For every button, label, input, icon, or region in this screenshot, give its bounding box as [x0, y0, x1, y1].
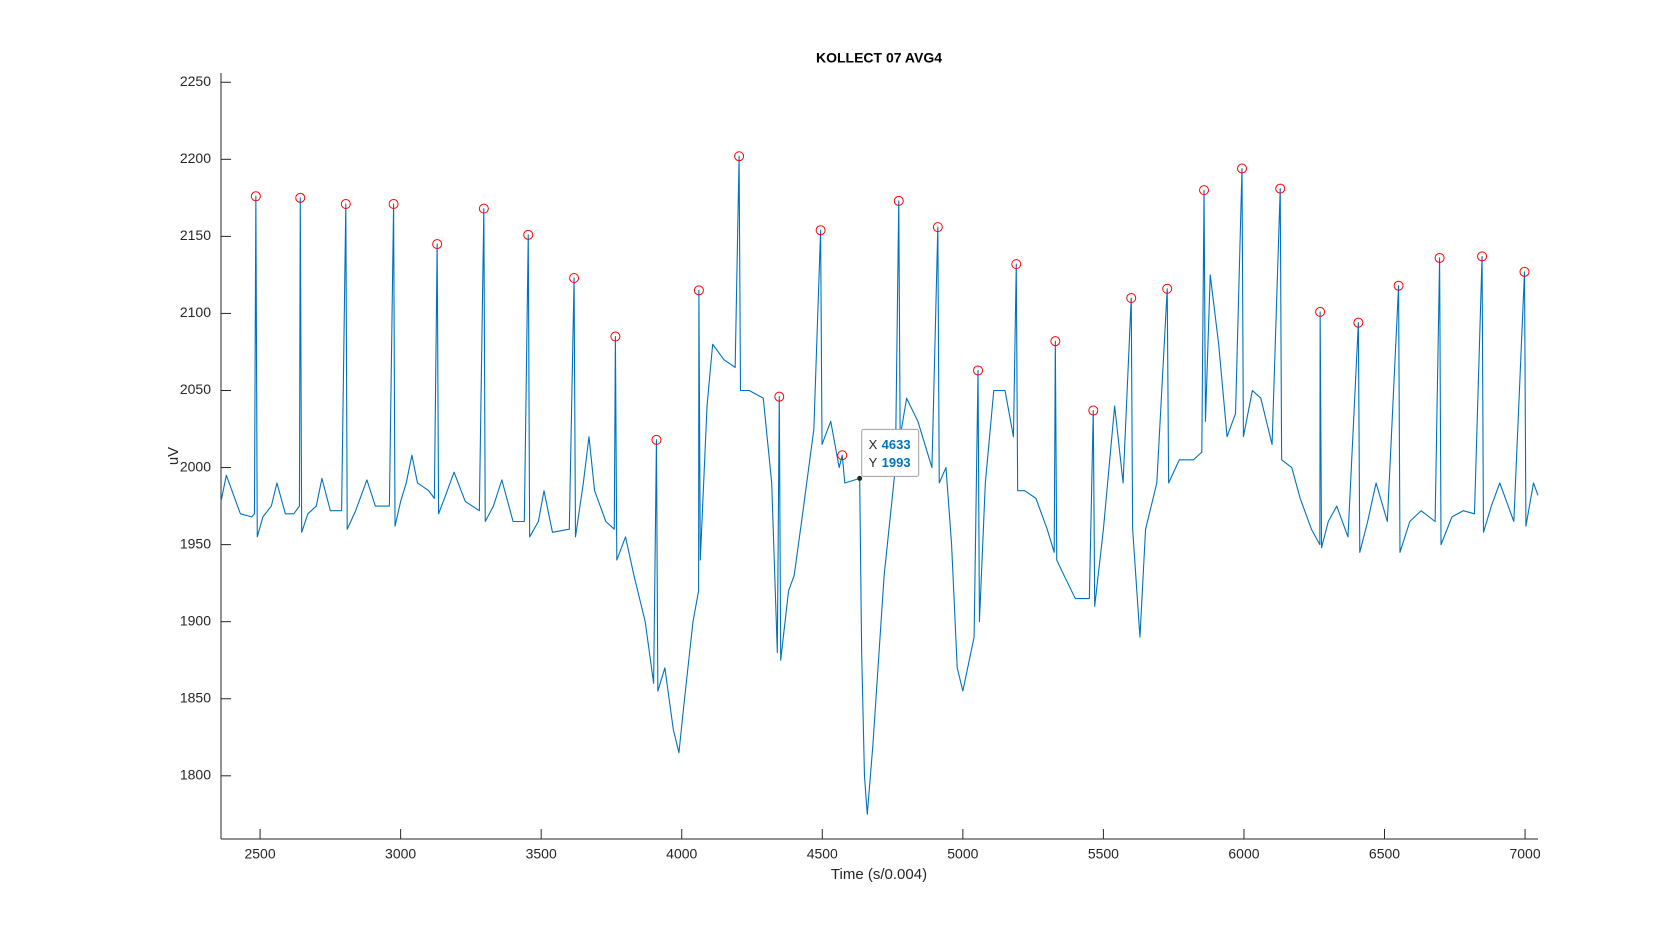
peak-marker [1477, 251, 1488, 262]
peak-marker [651, 434, 662, 445]
y-tick-label: 2200 [180, 150, 211, 166]
x-tick-label: 6000 [1228, 846, 1259, 862]
y-tick-label: 2150 [180, 227, 211, 243]
peak-marker [432, 239, 443, 250]
x-tick-label: 5000 [947, 846, 978, 862]
peak-marker [1393, 280, 1404, 291]
peak-marker [1011, 259, 1022, 270]
y-tick-label: 1900 [180, 612, 211, 628]
x-tick-label: 4000 [666, 846, 697, 862]
peak-marker [1353, 317, 1364, 328]
peak-marker [893, 195, 904, 206]
datatip-box [861, 428, 920, 477]
x-tick-label: 3500 [526, 846, 557, 862]
peak-marker [693, 285, 704, 296]
x-tick-label: 4500 [807, 846, 838, 862]
peak-marker [1126, 293, 1137, 304]
peak-marker [610, 331, 621, 342]
peak-marker [1088, 405, 1099, 416]
x-tick-label: 7000 [1509, 846, 1540, 862]
datatip-x-value: 4633 [882, 437, 911, 452]
y-tick-label: 1950 [180, 535, 211, 551]
peak-marker [388, 199, 399, 210]
signal-line [220, 155, 1539, 815]
x-tick-label: 3000 [385, 846, 416, 862]
y-tick-label: 2050 [180, 381, 211, 397]
peak-marker [774, 391, 785, 402]
peak-marker [295, 192, 306, 203]
peak-marker [523, 229, 534, 240]
peak-marker [340, 199, 351, 210]
peak-marker [478, 203, 489, 214]
datatip-point [857, 475, 863, 481]
x-tick-label: 2500 [244, 846, 275, 862]
peak-marker [1236, 163, 1247, 174]
peak-marker [1050, 336, 1061, 347]
x-tick-label: 6500 [1369, 846, 1400, 862]
y-tick-label: 2000 [180, 458, 211, 474]
y-tick-label: 1800 [180, 767, 211, 783]
x-axis-label: Time (s/0.004) [831, 866, 927, 883]
peak-marker [815, 225, 826, 236]
y-axis-label: uV [165, 447, 182, 465]
peak-marker [250, 191, 261, 202]
y-tick-label: 2100 [180, 304, 211, 320]
peak-marker [1199, 185, 1210, 196]
datatip-x-label: X [869, 437, 878, 452]
x-tick-label: 5500 [1088, 846, 1119, 862]
peak-marker [1519, 266, 1530, 277]
y-tick-label: 1850 [180, 689, 211, 705]
peak-marker [1275, 183, 1286, 194]
peak-marker [973, 365, 984, 376]
peak-marker [569, 272, 580, 283]
peak-marker [1162, 283, 1173, 294]
peak-marker [932, 222, 943, 233]
datatip-y-label: Y [869, 455, 878, 470]
y-tick-label: 2250 [180, 73, 211, 89]
datatip-y-value: 1993 [882, 455, 911, 470]
peak-marker [1434, 252, 1445, 263]
peak-marker [734, 151, 745, 162]
chart-title: KOLLECT 07 AVG4 [816, 50, 942, 66]
peak-marker [1315, 306, 1326, 317]
peak-marker [837, 450, 848, 461]
